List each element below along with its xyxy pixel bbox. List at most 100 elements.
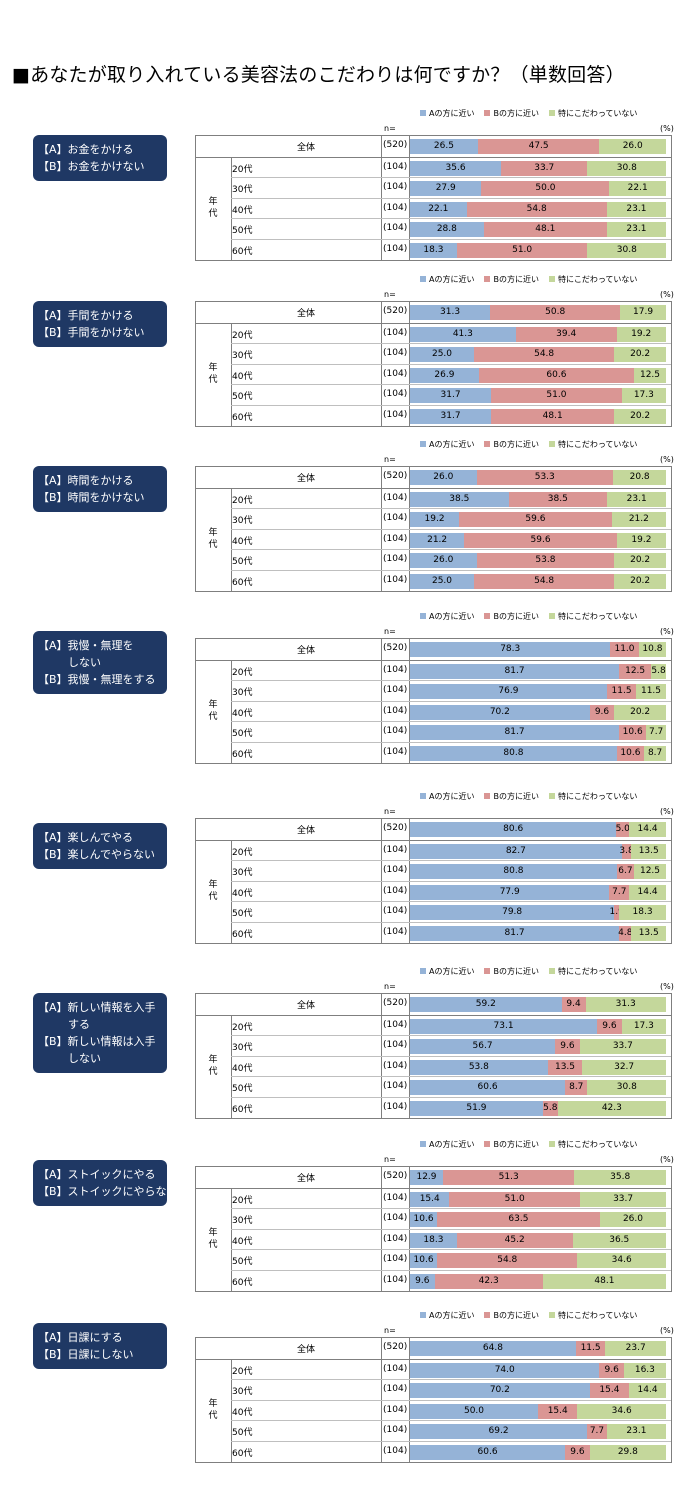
legend-swatch — [548, 613, 555, 619]
bar-segment-a: 26.0 — [410, 553, 477, 569]
stacked-bar: 31.7 48.1 20.2 — [410, 409, 672, 424]
row-label: 全体 — [296, 646, 315, 656]
table-row: 全体 (520) 31.3 50.8 17.9 — [196, 302, 671, 323]
stacked-bar: 18.3 45.2 36.5 — [410, 1232, 672, 1248]
bar-segment-b: 50.0 — [481, 181, 610, 197]
legend-label: 特にこだわっていない — [557, 109, 638, 118]
legend-label: 特にこだわっていない — [557, 967, 638, 976]
data-label: 80.8 — [503, 748, 524, 758]
bar-segment-c: 30.8 — [587, 243, 667, 258]
legend-label: Aの方に近い — [429, 612, 475, 621]
bar-segment-c: 33.7 — [579, 1191, 667, 1207]
data-label: 59.2 — [475, 999, 496, 1009]
question-box: 【A】楽しんでやる 【B】楽しんでやらない — [33, 823, 167, 869]
n-header: n= — [384, 124, 396, 133]
legend-label: Bの方に近い — [493, 1140, 539, 1149]
bar-segment-c: 7.7 — [646, 725, 666, 741]
stacked-bar: 26.5 47.5 26.0 — [410, 139, 672, 154]
table-row: 30代 (104) 25.0 54.8 20.2 — [231, 343, 671, 365]
table-row: 50代 (104) 69.2 7.7 23.1 — [231, 1420, 671, 1442]
data-label: 70.2 — [489, 1385, 510, 1396]
bar-segment-c: 20.8 — [613, 470, 667, 485]
legend-item: Aの方に近い — [420, 611, 474, 622]
table-divider — [231, 1187, 232, 1291]
bar-segment-a: 70.2 — [410, 704, 590, 720]
row-label: 20代 — [232, 1195, 253, 1206]
legend: Aの方に近い Bの方に近い 特にこだわっていない — [420, 611, 647, 622]
legend: Aの方に近い Bの方に近い 特にこだわっていない — [420, 1139, 647, 1150]
n-header: n= — [384, 1326, 396, 1335]
data-label: 28.8 — [436, 224, 457, 235]
legend-label: Bの方に近い — [493, 440, 539, 449]
data-label: 51.0 — [504, 1193, 525, 1204]
legend-label: Bの方に近い — [493, 792, 539, 801]
table-row: 20代 (104) 15.4 51.0 33.7 — [196, 1187, 671, 1210]
data-label: 31.7 — [440, 390, 461, 401]
data-label: 56.7 — [472, 1041, 493, 1052]
data-label: 18.3 — [423, 245, 444, 255]
bar-segment-b: 51.0 — [456, 243, 588, 258]
stacked-bar: 60.6 8.7 30.8 — [410, 1080, 672, 1096]
legend-item: Aの方に近い — [420, 966, 474, 977]
bar-segment-a: 81.7 — [410, 663, 620, 679]
row-n: (104) — [383, 865, 408, 876]
row-label: 60代 — [232, 930, 253, 940]
stacked-bar: 26.0 53.3 20.8 — [410, 470, 672, 485]
row-n: (104) — [383, 513, 408, 524]
bar-segment-b: 9.4 — [561, 997, 586, 1012]
data-label: 23.1 — [626, 493, 647, 504]
data-label: 9.6 — [570, 1447, 585, 1457]
data-label: 16.3 — [634, 1364, 655, 1375]
legend-swatch — [548, 276, 555, 282]
data-label: 5.8 — [651, 665, 666, 676]
data-label: 12.5 — [625, 665, 646, 676]
question-line: 【A】お金をかける — [38, 143, 134, 156]
row-label: 50代 — [232, 557, 253, 568]
data-label: 30.8 — [616, 162, 637, 173]
data-label: 51.0 — [512, 245, 533, 255]
data-label: 50.0 — [463, 1405, 485, 1416]
data-label: 9.6 — [415, 1276, 430, 1286]
data-label: 51.9 — [466, 1103, 487, 1113]
data-label: 11.0 — [614, 644, 635, 654]
legend-swatch — [484, 276, 491, 282]
legend-item: Aの方に近い — [420, 1139, 474, 1150]
table-row: 50代 (104) 28.8 48.1 23.1 — [231, 218, 671, 240]
data-label: 19.2 — [631, 534, 652, 545]
bar-segment-a: 9.6 — [410, 1274, 435, 1289]
legend-swatch — [420, 968, 426, 974]
bar-segment-b: 8.7 — [565, 1080, 588, 1096]
data-label: 4.8 — [618, 928, 633, 938]
stacked-bar: 80.8 6.7 12.5 — [410, 864, 672, 880]
legend-item: 特にこだわっていない — [548, 108, 638, 119]
bar-segment-c: 14.4 — [629, 822, 666, 837]
row-n: (104) — [383, 664, 408, 675]
bar-segment-b: 12.5 — [619, 663, 652, 679]
legend-swatch — [548, 110, 555, 116]
bar-segment-b: 11.5 — [606, 684, 637, 700]
bar-segment-b: 4.8 — [618, 926, 633, 941]
row-n: (104) — [383, 747, 408, 757]
bar-segment-c: 14.4 — [629, 1383, 666, 1399]
row-label: 全体 — [296, 143, 315, 153]
row-n: (104) — [383, 885, 408, 896]
legend-swatch — [420, 110, 426, 116]
data-label: 10.6 — [620, 748, 641, 758]
legend-swatch — [484, 793, 491, 799]
data-label: 48.1 — [594, 1276, 615, 1286]
percent-unit: (%) — [660, 124, 674, 133]
row-n: (104) — [383, 161, 408, 172]
bar-segment-a: 38.5 — [410, 491, 509, 507]
table-row: 60代 (104) 25.0 54.8 20.2 — [231, 570, 671, 592]
data-label: 30.8 — [616, 245, 637, 255]
data-label: 20.2 — [630, 706, 651, 717]
row-n: (104) — [383, 389, 408, 400]
data-label: 73.1 — [493, 1020, 514, 1031]
row-n: (104) — [383, 223, 408, 234]
bar-segment-c: 30.8 — [587, 1080, 667, 1096]
question-line: 【B】日課にしない — [38, 1348, 134, 1361]
data-label: 10.6 — [413, 1214, 434, 1225]
row-n: (520) — [383, 1171, 408, 1181]
data-label: 53.8 — [468, 1061, 489, 1072]
stacked-bar: 80.6 5.0 14.4 — [410, 822, 672, 837]
